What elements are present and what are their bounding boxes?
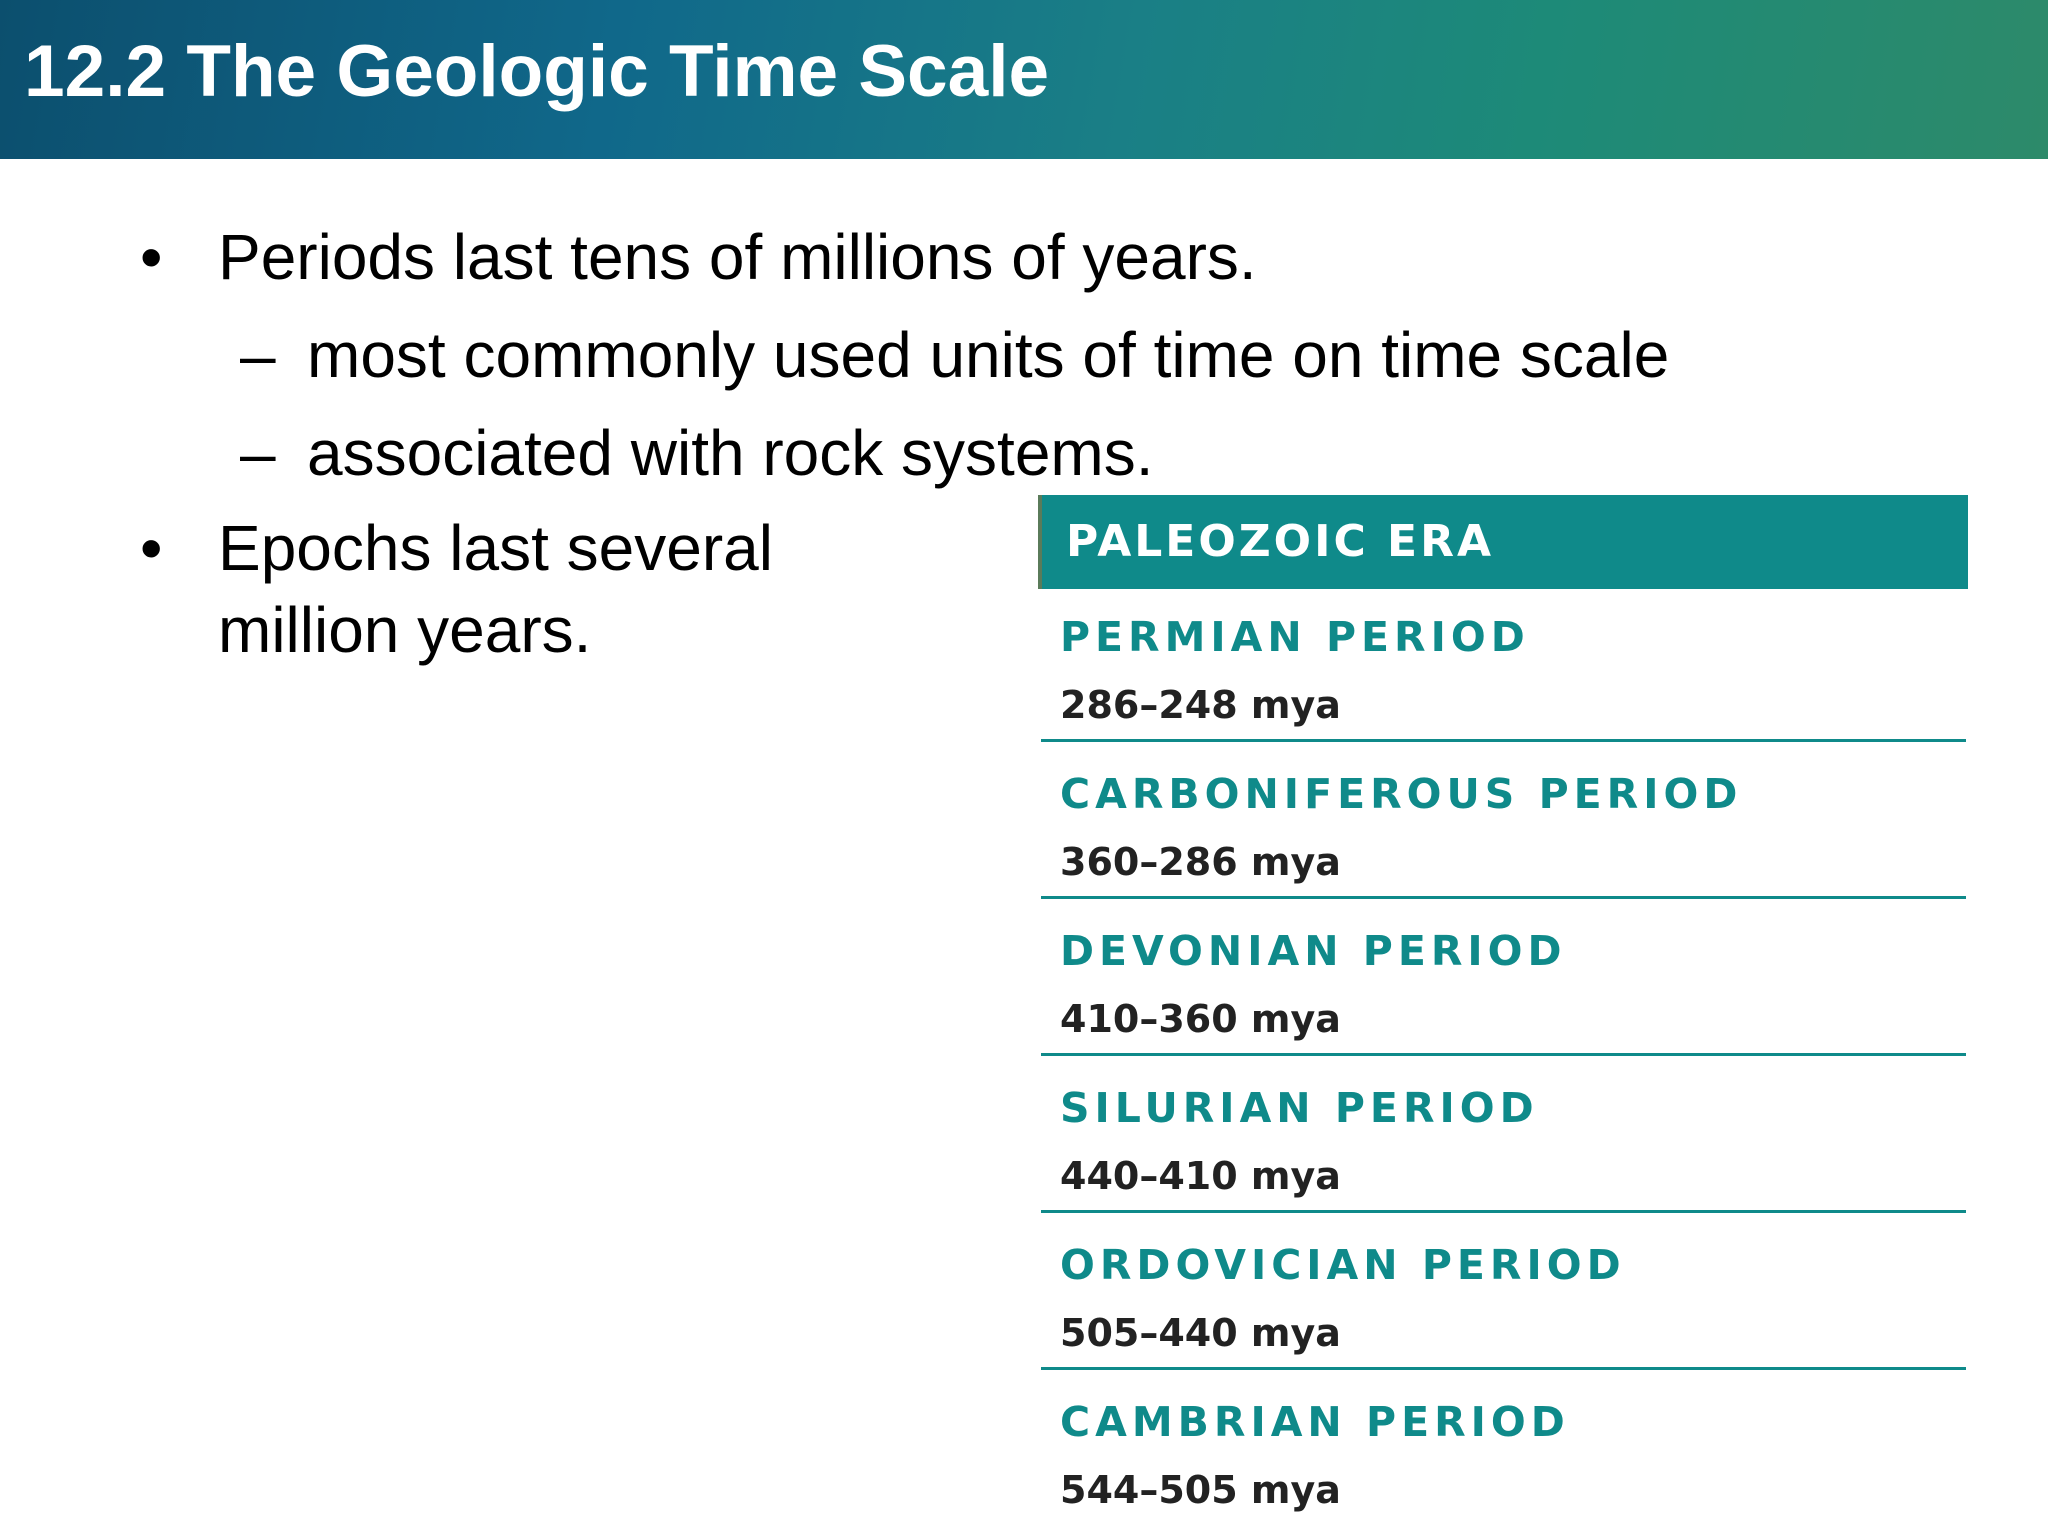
header-banner: 12.2 The Geologic Time Scale (0, 0, 2048, 159)
row-separator (1041, 1053, 1966, 1056)
period-name: SILURIAN PERIOD (1060, 1084, 1539, 1132)
row-separator (1041, 1367, 1966, 1370)
slide-title: 12.2 The Geologic Time Scale (24, 31, 1050, 112)
period-name: PERMIAN PERIOD (1060, 613, 1530, 661)
table-header-text: PALEOZOIC ERA (1066, 516, 1495, 567)
period-range: 440–410 mya (1060, 1154, 1341, 1198)
row-separator (1041, 739, 1966, 742)
bullet-text: Periods last tens of millions of years. (218, 221, 1257, 293)
period-range: 544–505 mya (1060, 1468, 1341, 1512)
row-separator (1041, 896, 1966, 899)
sub-bullet-text: associated with rock systems. (307, 417, 1154, 489)
bullet-dot: • (140, 512, 163, 584)
dash: – (240, 319, 276, 391)
bullet-dot: • (140, 221, 163, 293)
period-range: 286–248 mya (1060, 683, 1341, 727)
period-name: CARBONIFEROUS PERIOD (1060, 770, 1743, 818)
bullet-text: Epochs last several million years. (218, 512, 773, 666)
row-separator (1041, 1210, 1966, 1213)
table-header: PALEOZOIC ERA (1038, 495, 1968, 589)
period-name: DEVONIAN PERIOD (1060, 927, 1567, 975)
period-range: 410–360 mya (1060, 997, 1341, 1041)
period-name: CAMBRIAN PERIOD (1060, 1398, 1570, 1446)
period-range: 360–286 mya (1060, 840, 1341, 884)
sub-bullet-text: most commonly used units of time on time… (307, 319, 1670, 391)
period-range: 505–440 mya (1060, 1311, 1341, 1355)
period-name: ORDOVICIAN PERIOD (1060, 1241, 1626, 1289)
dash: – (240, 417, 276, 489)
